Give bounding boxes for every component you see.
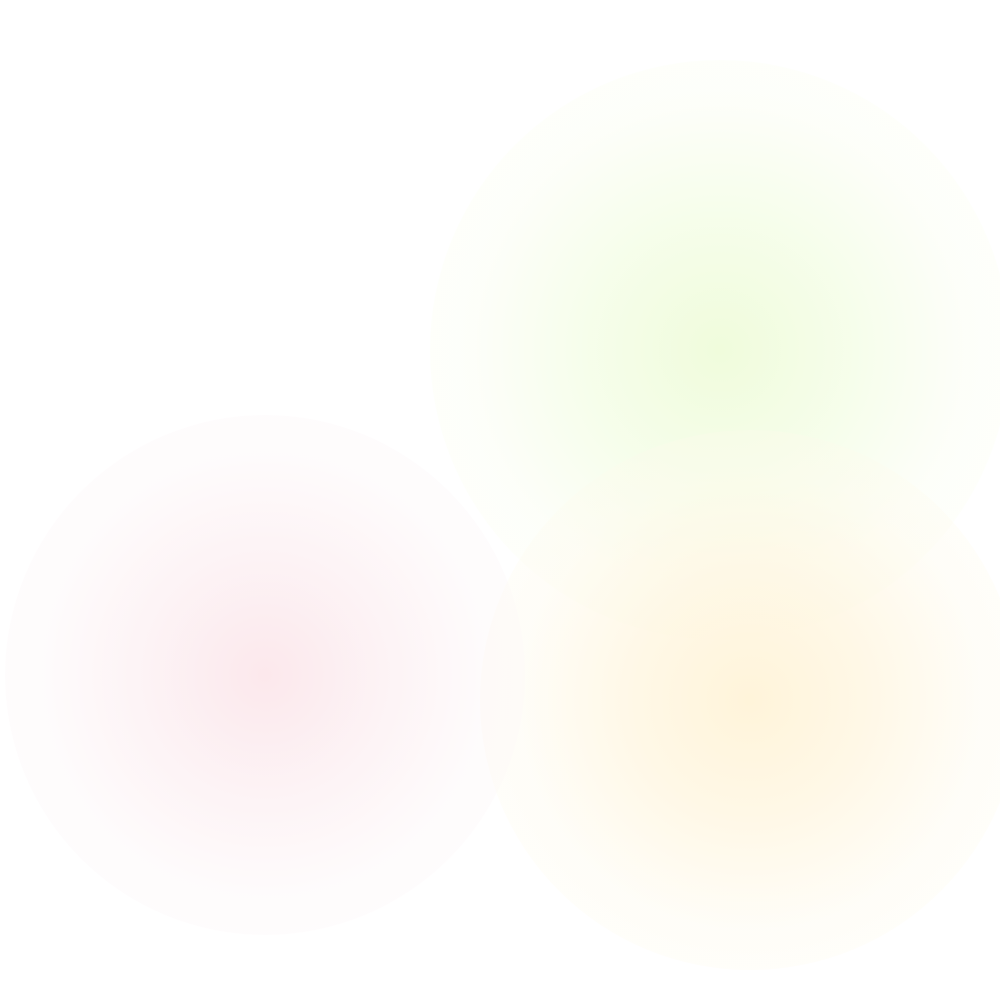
yellow-glow <box>480 430 1000 970</box>
pink-glow <box>5 415 525 935</box>
green-glow <box>430 60 1000 640</box>
